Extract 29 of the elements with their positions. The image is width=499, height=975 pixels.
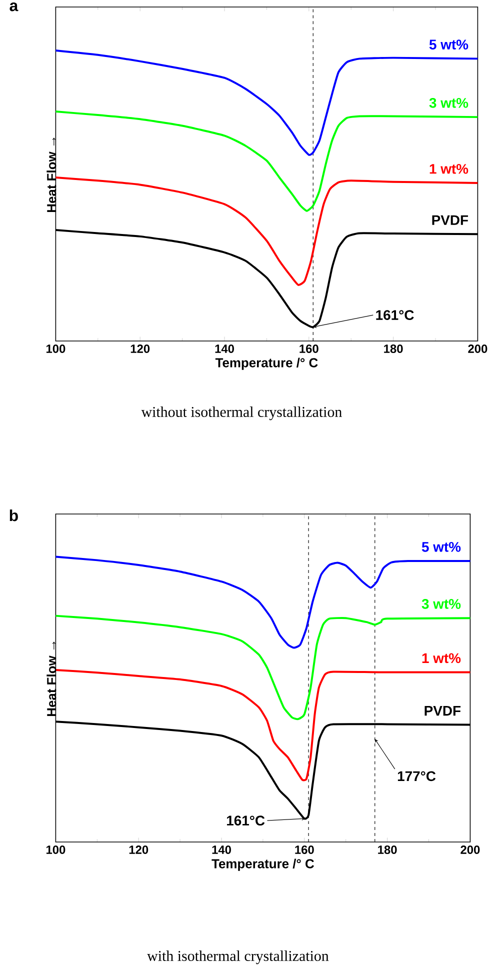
x-tick-label: 100 [46, 846, 66, 854]
x-tick-label: 120 [130, 344, 150, 353]
x-tick-label: 120 [129, 846, 148, 854]
series-label: 3 wt% [422, 598, 461, 609]
series-label: 1 wt% [430, 164, 468, 174]
x-tick-label: 100 [46, 344, 66, 353]
x-axis-title: Temperature /° C [215, 358, 318, 370]
x-tick-label: 180 [384, 344, 403, 353]
x-axis-title: Temperature /° C [212, 858, 314, 871]
series-label: 1 wt% [422, 653, 461, 664]
annotation: 161°C [376, 310, 414, 320]
chart-title: b [10, 510, 18, 522]
series-label: 5 wt% [429, 40, 468, 50]
x-tick-label: 140 [215, 344, 234, 353]
chart-title: a [10, 2, 18, 12]
x-tick-label: 140 [212, 846, 231, 854]
series-label: 5 wt% [422, 542, 461, 552]
text: without isothermal crystallization [141, 406, 342, 420]
x-tick-label: 180 [378, 846, 397, 854]
annotation: 177°C [398, 771, 436, 782]
text: with isothermal crystallization [147, 950, 329, 964]
annotation: 161°C [226, 816, 265, 826]
x-tick-label: 160 [295, 846, 314, 854]
series-label: PVDF [424, 706, 460, 716]
x-tick-label: 200 [460, 846, 480, 854]
series-label: 3 wt% [429, 98, 468, 108]
x-tick-label: 200 [468, 344, 488, 353]
series-label: PVDF [432, 215, 468, 225]
x-tick-label: 160 [300, 344, 318, 353]
